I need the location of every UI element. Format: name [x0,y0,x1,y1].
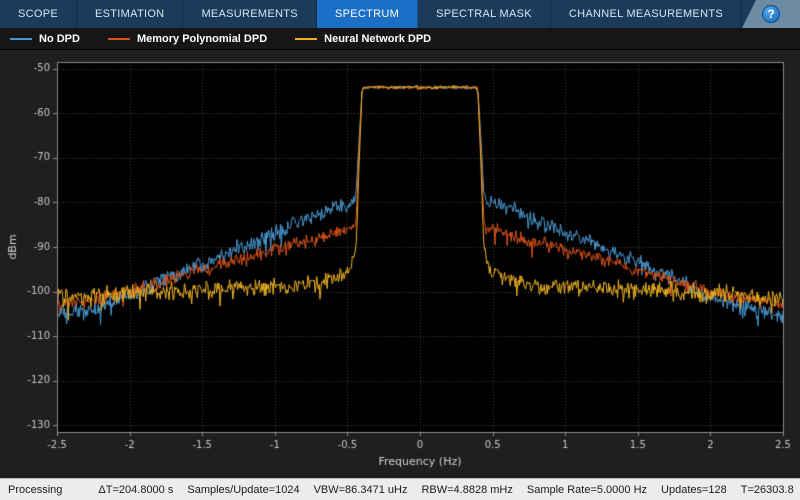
legend-label: Neural Network DPD [324,32,432,45]
status-time: T=26303.8 [740,483,794,496]
legend-label: Memory Polynomial DPD [136,32,268,45]
legend-item-memory-polynomial-dpd[interactable]: Memory Polynomial DPD [107,32,268,45]
status-updates: Updates=128 [661,483,727,496]
tab-measurements[interactable]: MEASUREMENTS [183,0,317,28]
legend-line-swatch [10,37,32,40]
status-bar: Processing ΔT=204.8000 s Samples/Update=… [0,478,800,500]
spectrum-plot-area [0,50,800,478]
status-delta-t: ΔT=204.8000 s [98,483,174,496]
status-sample-rate: Sample Rate=5.0000 Hz [526,483,648,496]
spectrum-plot-canvas[interactable] [0,50,800,478]
legend-line-swatch [295,37,318,40]
help-button[interactable]: ? [762,5,780,23]
tab-spectral-mask[interactable]: SPECTRAL MASK [418,0,551,28]
legend-item-no-dpd[interactable]: No DPD [10,33,80,45]
tab-scope[interactable]: SCOPE [0,0,78,28]
status-processing: Processing [8,483,63,496]
legend: No DPD Memory Polynomial DPD Neural Netw… [0,28,800,50]
toolstrip: SCOPE ESTIMATION MEASUREMENTS SPECTRUM S… [0,0,800,28]
status-samples-per-update: Samples/Update=1024 [187,483,300,496]
legend-line-swatch [107,37,130,40]
status-rbw: RBW=4.8828 mHz [421,483,513,496]
status-vbw: VBW=86.3471 uHz [313,483,408,496]
tab-spectrum[interactable]: SPECTRUM [316,0,419,28]
help-corner: ? [742,0,800,28]
tab-estimation[interactable]: ESTIMATION [77,0,184,28]
legend-item-neural-network-dpd[interactable]: Neural Network DPD [295,33,431,45]
tab-channel-measurements[interactable]: CHANNEL MEASUREMENTS [551,0,742,28]
legend-label: No DPD [39,32,80,45]
